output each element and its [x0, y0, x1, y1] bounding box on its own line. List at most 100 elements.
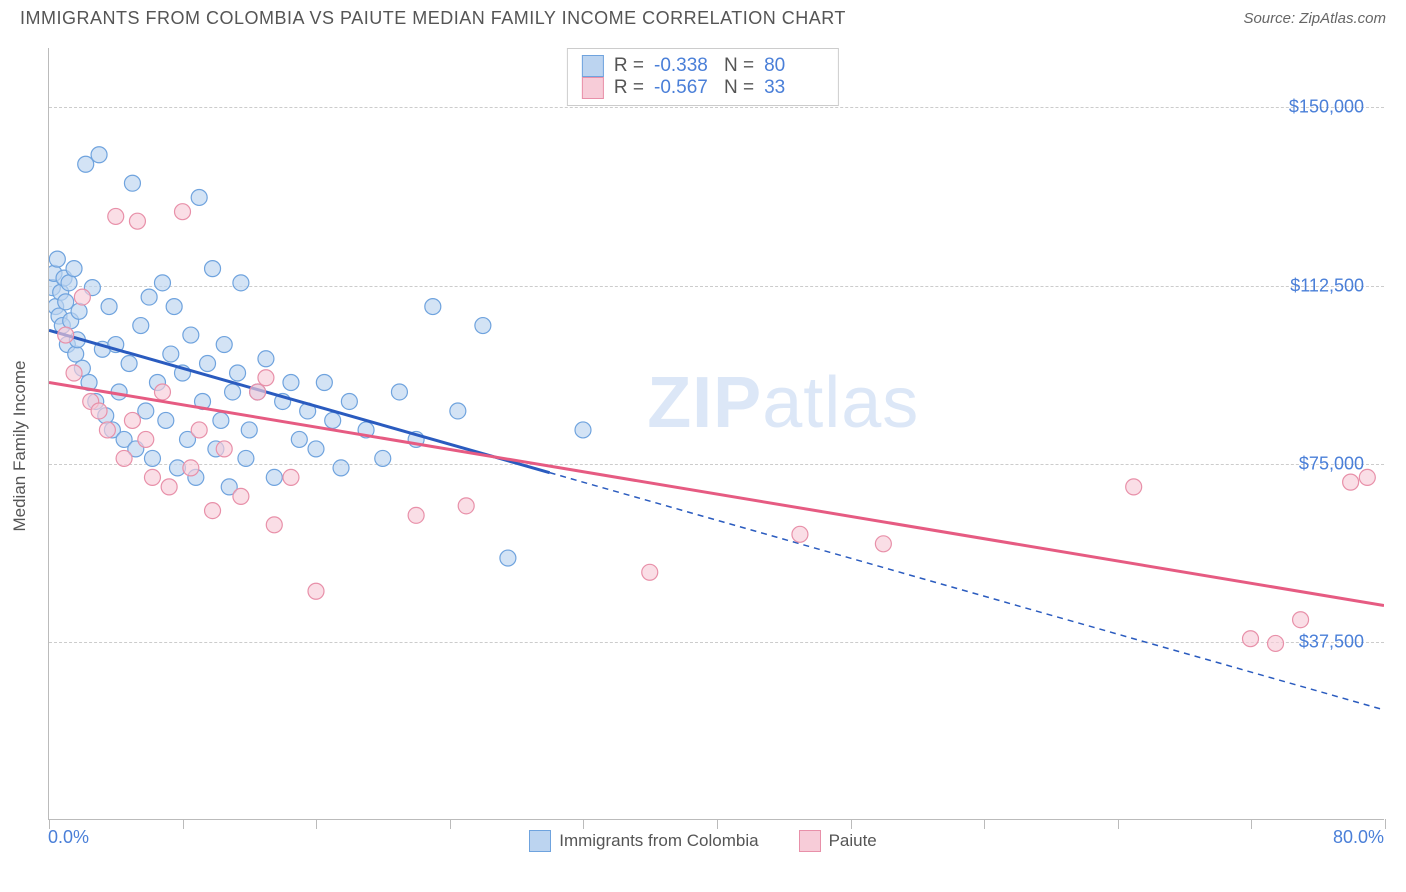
scatter-point-paiute — [191, 422, 207, 438]
scatter-point-colombia — [475, 318, 491, 334]
scatter-point-colombia — [325, 412, 341, 428]
scatter-point-colombia — [154, 275, 170, 291]
scatter-point-paiute — [1343, 474, 1359, 490]
scatter-point-colombia — [283, 375, 299, 391]
scatter-point-paiute — [144, 469, 160, 485]
scatter-point-paiute — [108, 208, 124, 224]
scatter-point-paiute — [161, 479, 177, 495]
stat-N-value-colombia: 80 — [764, 55, 824, 77]
x-tick — [183, 819, 184, 829]
correlation-stats-box: R =-0.338N =80R =-0.567N =33 — [567, 48, 839, 106]
scatter-point-paiute — [1126, 479, 1142, 495]
scatter-point-colombia — [230, 365, 246, 381]
scatter-point-colombia — [138, 403, 154, 419]
scatter-point-paiute — [408, 507, 424, 523]
scatter-point-colombia — [66, 261, 82, 277]
scatter-point-colombia — [241, 422, 257, 438]
scatter-point-colombia — [425, 299, 441, 315]
scatter-point-paiute — [642, 564, 658, 580]
scatter-point-paiute — [205, 503, 221, 519]
scatter-point-colombia — [141, 289, 157, 305]
plot-svg — [49, 48, 1384, 819]
scatter-point-colombia — [49, 251, 65, 267]
scatter-point-paiute — [74, 289, 90, 305]
scatter-point-colombia — [238, 450, 254, 466]
legend-label-paiute: Paiute — [829, 831, 877, 851]
x-tick — [1251, 819, 1252, 829]
scatter-point-paiute — [91, 403, 107, 419]
scatter-point-colombia — [91, 147, 107, 163]
scatter-chart: ZIPatlas $37,500$75,000$112,500$150,000 — [48, 48, 1384, 820]
scatter-point-colombia — [308, 441, 324, 457]
x-tick — [1118, 819, 1119, 829]
scatter-point-colombia — [575, 422, 591, 438]
regression-extrapolation-colombia — [550, 473, 1384, 710]
y-axis-label: Median Family Income — [10, 360, 30, 531]
scatter-point-paiute — [1293, 612, 1309, 628]
swatch-paiute — [582, 77, 604, 99]
scatter-point-colombia — [391, 384, 407, 400]
scatter-point-paiute — [875, 536, 891, 552]
scatter-point-colombia — [333, 460, 349, 476]
scatter-point-colombia — [225, 384, 241, 400]
scatter-point-colombia — [166, 299, 182, 315]
scatter-point-colombia — [375, 450, 391, 466]
scatter-point-paiute — [1359, 469, 1375, 485]
scatter-point-colombia — [68, 346, 84, 362]
chart-title: IMMIGRANTS FROM COLOMBIA VS PAIUTE MEDIA… — [20, 8, 846, 29]
scatter-point-colombia — [191, 189, 207, 205]
stat-R-value-paiute: -0.567 — [654, 77, 714, 99]
scatter-point-colombia — [121, 356, 137, 372]
scatter-point-colombia — [58, 294, 74, 310]
scatter-point-colombia — [205, 261, 221, 277]
scatter-point-paiute — [266, 517, 282, 533]
scatter-point-paiute — [175, 204, 191, 220]
x-tick — [450, 819, 451, 829]
stats-row-colombia: R =-0.338N =80 — [582, 55, 824, 77]
scatter-point-paiute — [99, 422, 115, 438]
stat-N-label: N = — [724, 77, 754, 99]
scatter-point-colombia — [71, 303, 87, 319]
legend-label-colombia: Immigrants from Colombia — [559, 831, 758, 851]
x-tick — [1385, 819, 1386, 829]
source-attribution: Source: ZipAtlas.com — [1243, 10, 1386, 27]
scatter-point-colombia — [258, 351, 274, 367]
scatter-point-colombia — [101, 299, 117, 315]
scatter-point-colombia — [213, 412, 229, 428]
x-tick — [583, 819, 584, 829]
scatter-point-paiute — [124, 412, 140, 428]
scatter-point-paiute — [154, 384, 170, 400]
scatter-point-paiute — [233, 488, 249, 504]
scatter-point-colombia — [78, 156, 94, 172]
scatter-point-colombia — [450, 403, 466, 419]
scatter-point-colombia — [500, 550, 516, 566]
x-tick — [851, 819, 852, 829]
series-legend: Immigrants from Colombia Paiute — [0, 830, 1406, 852]
scatter-point-paiute — [792, 526, 808, 542]
scatter-point-colombia — [124, 175, 140, 191]
stats-row-paiute: R =-0.567N =33 — [582, 77, 824, 99]
x-tick — [984, 819, 985, 829]
scatter-point-colombia — [266, 469, 282, 485]
scatter-point-paiute — [283, 469, 299, 485]
scatter-point-colombia — [216, 337, 232, 353]
stat-R-label: R = — [614, 55, 644, 77]
scatter-point-paiute — [138, 431, 154, 447]
scatter-point-paiute — [66, 365, 82, 381]
scatter-point-colombia — [291, 431, 307, 447]
scatter-point-colombia — [200, 356, 216, 372]
scatter-point-paiute — [308, 583, 324, 599]
stat-N-value-paiute: 33 — [764, 77, 824, 99]
stat-R-value-colombia: -0.338 — [654, 55, 714, 77]
scatter-point-paiute — [258, 370, 274, 386]
scatter-point-colombia — [183, 327, 199, 343]
scatter-point-colombia — [158, 412, 174, 428]
scatter-point-paiute — [58, 327, 74, 343]
scatter-point-paiute — [129, 213, 145, 229]
scatter-point-colombia — [233, 275, 249, 291]
scatter-point-colombia — [61, 275, 77, 291]
scatter-point-colombia — [163, 346, 179, 362]
legend-item-colombia: Immigrants from Colombia — [529, 830, 758, 852]
scatter-point-colombia — [316, 375, 332, 391]
scatter-point-paiute — [250, 384, 266, 400]
